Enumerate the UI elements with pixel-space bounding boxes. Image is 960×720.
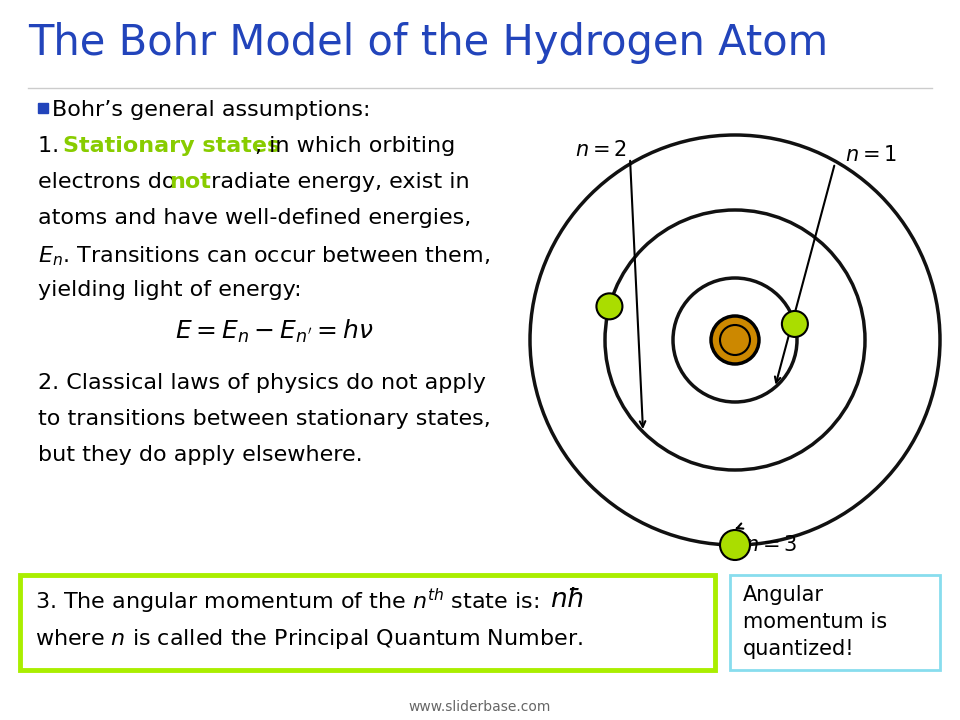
- Text: 1.: 1.: [38, 136, 66, 156]
- Text: yielding light of energy:: yielding light of energy:: [38, 280, 301, 300]
- Bar: [730, 575, 940, 670]
- Text: $n = 3$: $n = 3$: [745, 535, 798, 555]
- Text: to transitions between stationary states,: to transitions between stationary states…: [38, 409, 491, 429]
- Text: quantized!: quantized!: [743, 639, 854, 659]
- Text: $n = 2$: $n = 2$: [575, 140, 627, 160]
- Text: $n = 1$: $n = 1$: [845, 145, 898, 165]
- Circle shape: [781, 311, 808, 337]
- Text: not: not: [169, 172, 211, 192]
- Text: but they do apply elsewhere.: but they do apply elsewhere.: [38, 445, 363, 465]
- Text: Angular: Angular: [743, 585, 824, 605]
- Text: www.sliderbase.com: www.sliderbase.com: [409, 700, 551, 714]
- Circle shape: [720, 530, 750, 560]
- Circle shape: [596, 293, 622, 320]
- Text: Stationary states: Stationary states: [63, 136, 280, 156]
- Text: radiate energy, exist in: radiate energy, exist in: [204, 172, 469, 192]
- Text: where $n$ is called the Principal Quantum Number.: where $n$ is called the Principal Quantu…: [35, 627, 583, 651]
- Text: 2. Classical laws of physics do not apply: 2. Classical laws of physics do not appl…: [38, 373, 486, 393]
- Text: Bohr’s general assumptions:: Bohr’s general assumptions:: [52, 100, 371, 120]
- Text: The Bohr Model of the Hydrogen Atom: The Bohr Model of the Hydrogen Atom: [28, 22, 828, 64]
- Text: atoms and have well-defined energies,: atoms and have well-defined energies,: [38, 208, 471, 228]
- Text: , in which orbiting: , in which orbiting: [255, 136, 455, 156]
- Circle shape: [711, 316, 759, 364]
- Text: momentum is: momentum is: [743, 612, 887, 632]
- Bar: [38, 103, 48, 113]
- Text: $E = E_n - E_{n'} = h\nu$: $E = E_n - E_{n'} = h\nu$: [175, 318, 373, 345]
- Text: 3. The angular momentum of the $n^{th}$ state is:: 3. The angular momentum of the $n^{th}$ …: [35, 587, 539, 616]
- Text: electrons do: electrons do: [38, 172, 182, 192]
- Bar: [20, 575, 715, 670]
- Text: $n\hbar$: $n\hbar$: [550, 587, 584, 613]
- Text: $E_n$. Transitions can occur between them,: $E_n$. Transitions can occur between the…: [38, 244, 490, 268]
